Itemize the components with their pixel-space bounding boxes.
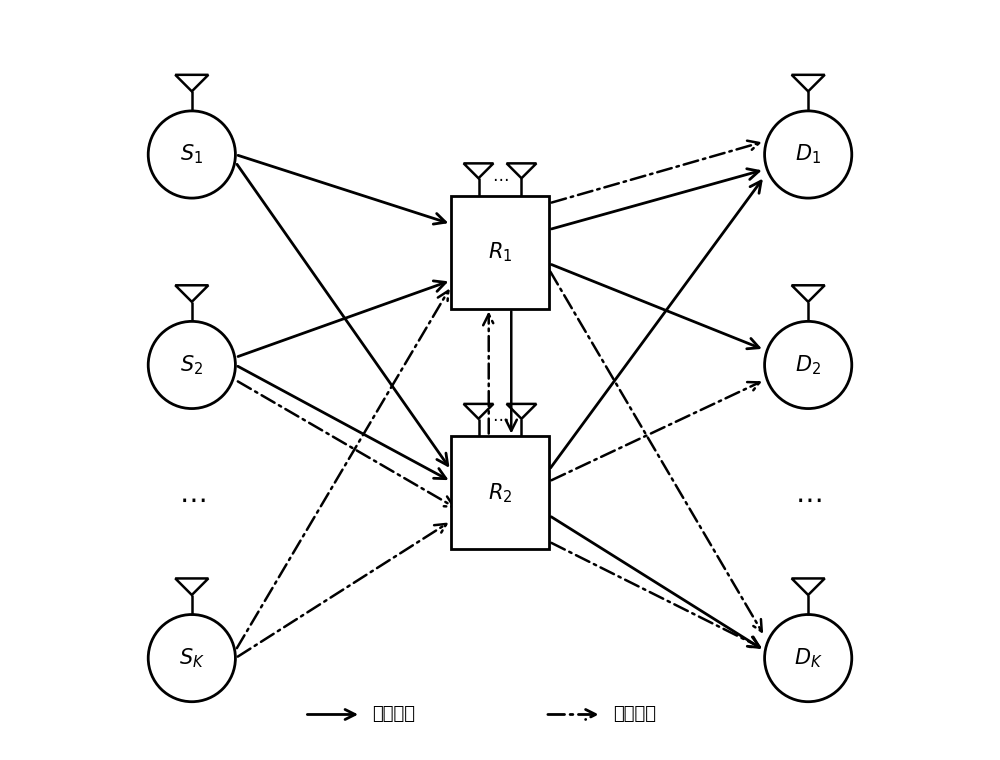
Text: $\cdots$: $\cdots$ xyxy=(795,486,821,515)
Text: $\cdots$: $\cdots$ xyxy=(492,169,508,187)
Text: $D_{1}$: $D_{1}$ xyxy=(795,143,821,166)
Circle shape xyxy=(148,111,235,198)
Circle shape xyxy=(148,615,235,701)
Text: $R_{2}$: $R_{2}$ xyxy=(488,481,512,505)
Circle shape xyxy=(765,615,852,701)
Text: $S_{1}$: $S_{1}$ xyxy=(180,143,203,166)
Circle shape xyxy=(765,111,852,198)
Text: $S_{K}$: $S_{K}$ xyxy=(179,646,205,670)
Bar xyxy=(451,196,549,309)
Text: 奇数时隙: 奇数时隙 xyxy=(372,705,415,724)
Circle shape xyxy=(765,321,852,409)
Text: $\cdots$: $\cdots$ xyxy=(179,486,205,515)
Text: $S_{2}$: $S_{2}$ xyxy=(180,353,203,377)
Text: $D_{K}$: $D_{K}$ xyxy=(794,646,823,670)
Text: $\cdots$: $\cdots$ xyxy=(492,410,508,427)
Text: 偶数时隙: 偶数时隙 xyxy=(613,705,656,724)
Bar xyxy=(451,436,549,549)
Circle shape xyxy=(148,321,235,409)
Text: $D_{2}$: $D_{2}$ xyxy=(795,353,821,377)
Text: $R_{1}$: $R_{1}$ xyxy=(488,240,512,264)
